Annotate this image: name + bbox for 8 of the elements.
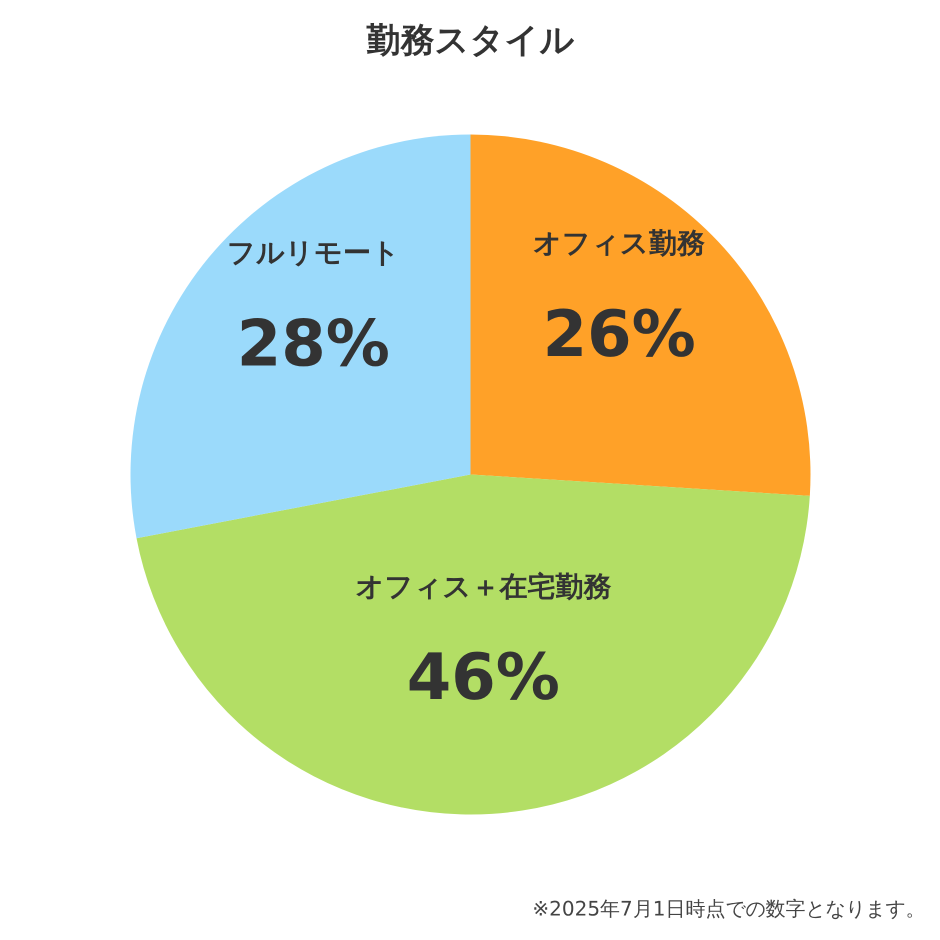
data-label: 26% bbox=[542, 298, 696, 372]
data-label: 46% bbox=[406, 641, 560, 716]
slice-label: オフィス勤務 bbox=[533, 226, 706, 260]
text: ※2025年7月1日時点での数字となります。 bbox=[532, 896, 926, 920]
slice-label: フルリモート bbox=[226, 236, 400, 270]
chart-title: 勤務スタイル bbox=[366, 20, 574, 60]
slice-label: オフィス＋在宅勤務 bbox=[355, 570, 612, 603]
data-label: 28% bbox=[236, 307, 390, 382]
